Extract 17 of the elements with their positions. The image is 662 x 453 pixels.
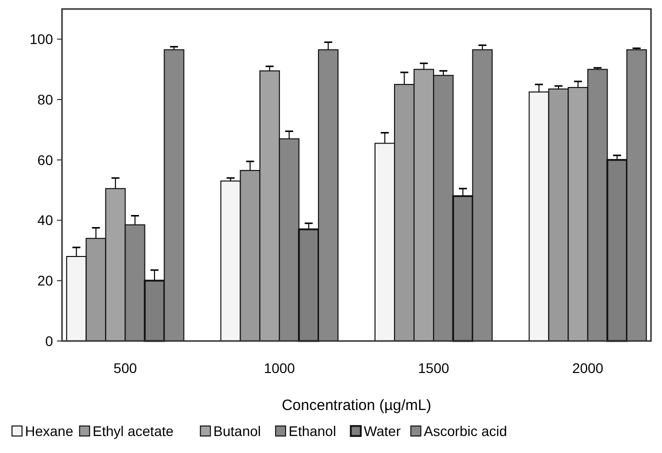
legend-label: Water xyxy=(364,423,401,439)
y-tick-label: 100 xyxy=(30,31,54,48)
x-tick-label: 500 xyxy=(114,360,138,376)
legend-label: Hexane xyxy=(25,423,74,439)
y-tick-label: 0 xyxy=(45,332,54,349)
y-tick-label: 20 xyxy=(37,272,54,289)
x-tick-label: 1000 xyxy=(264,360,296,376)
legend-label: Ethyl acetate xyxy=(92,423,174,439)
legend-label: Ascorbic acid xyxy=(424,423,508,439)
x-axis-title: Concentration (µg/mL) xyxy=(282,397,432,414)
y-tick-label: 80 xyxy=(37,91,54,108)
y-tick-label: 60 xyxy=(37,152,54,168)
legend-label: Ethanol xyxy=(288,423,336,439)
x-tick-label: 1500 xyxy=(418,360,450,376)
x-tick-label: 2000 xyxy=(572,360,604,376)
legend-label: Butanol xyxy=(213,423,261,439)
y-tick-label: 40 xyxy=(37,212,54,228)
